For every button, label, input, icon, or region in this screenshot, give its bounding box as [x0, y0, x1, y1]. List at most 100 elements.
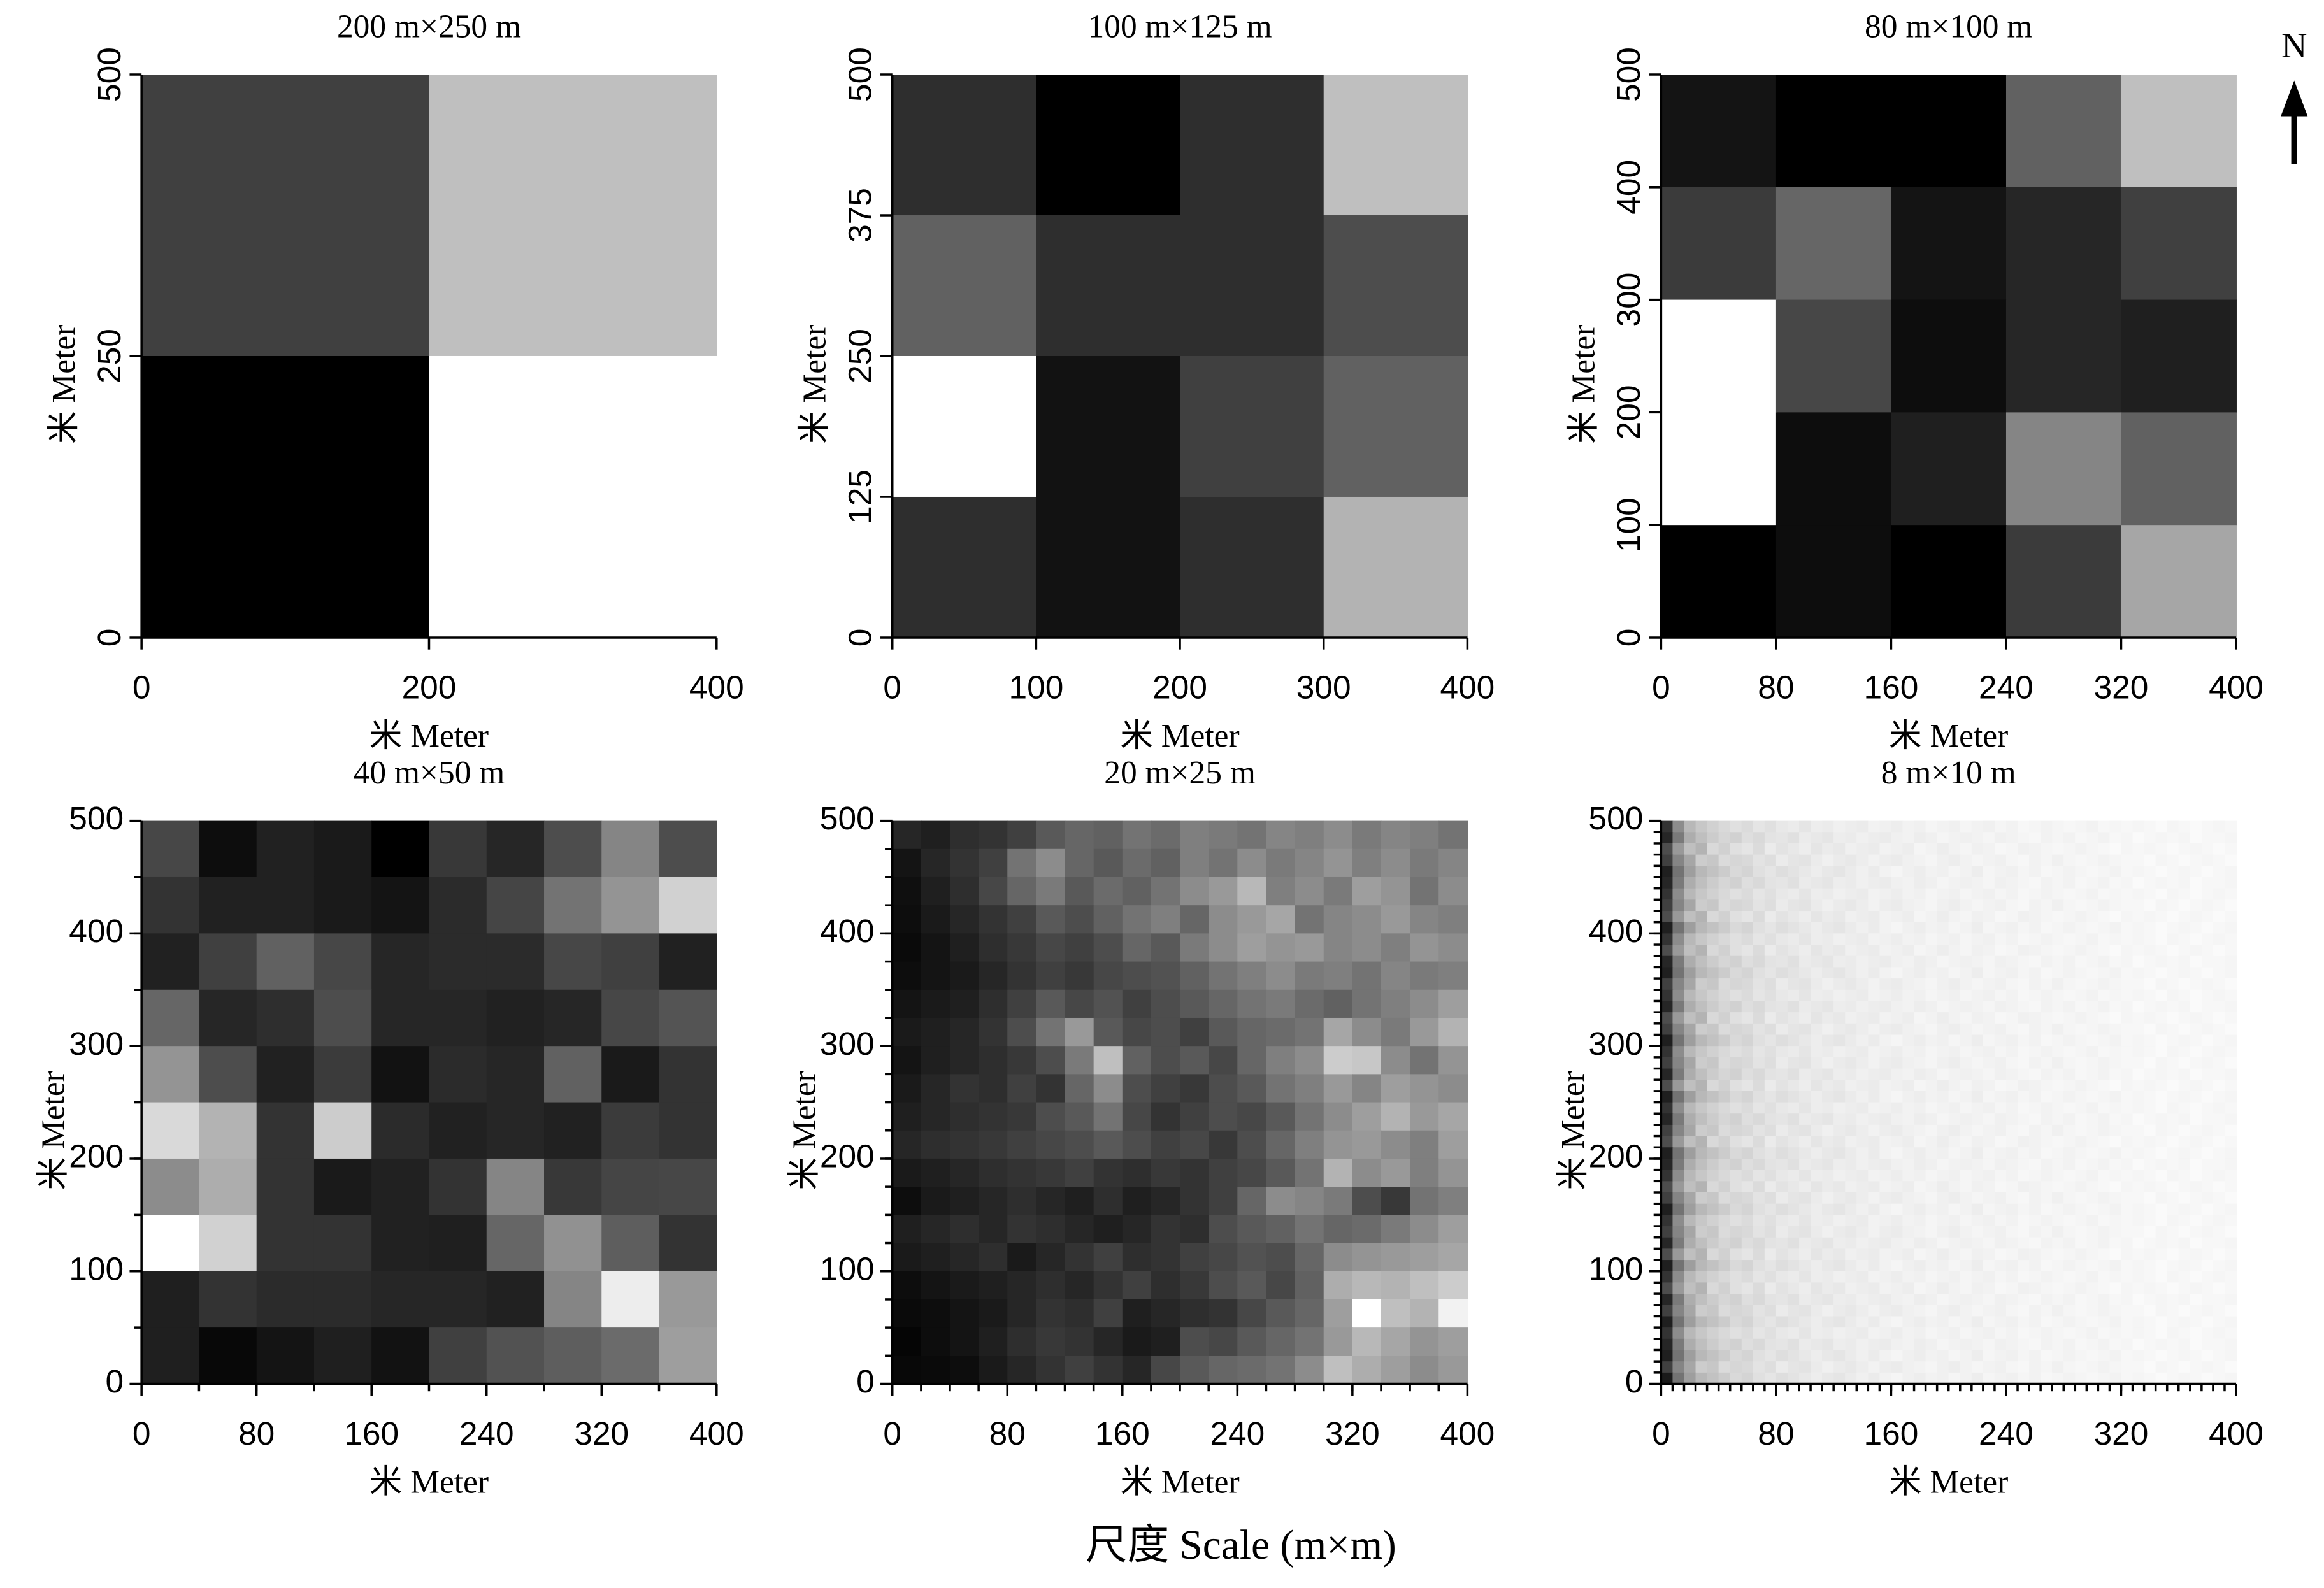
- cell: [2121, 955, 2134, 968]
- cell: [1695, 854, 1708, 867]
- cell: [1879, 1102, 1892, 1115]
- cell: [1787, 899, 1800, 912]
- cell: [1811, 1372, 1823, 1385]
- cell: [2052, 1350, 2065, 1363]
- cell: [979, 1271, 1008, 1300]
- cell: [1672, 1192, 1685, 1205]
- cell: [2109, 1136, 2122, 1148]
- cell: [892, 1327, 922, 1357]
- cell: [1661, 1361, 1674, 1373]
- cell: [1948, 1271, 1961, 1284]
- cell: [1093, 1158, 1123, 1188]
- cell: [256, 933, 315, 991]
- cell: [2178, 945, 2191, 957]
- cell: [2213, 967, 2225, 980]
- cell: [2005, 866, 2018, 878]
- cell: [2190, 1215, 2202, 1227]
- cell: [1879, 1091, 1892, 1103]
- cell: [199, 1327, 257, 1385]
- cell: [2086, 1034, 2099, 1047]
- cell: [429, 989, 487, 1047]
- cell: [1822, 1147, 1835, 1159]
- cell: [2190, 1338, 2202, 1351]
- cell: [1730, 1316, 1742, 1329]
- x-tick-label: 200: [1152, 668, 1207, 705]
- cell: [1891, 1046, 1904, 1058]
- cell: [1971, 854, 1984, 867]
- cell: [1295, 1017, 1324, 1047]
- cell: [1323, 961, 1353, 991]
- cell: [2086, 967, 2099, 980]
- cell: [2029, 866, 2042, 878]
- cell: [1672, 1091, 1685, 1103]
- cell: [979, 820, 1008, 850]
- cell: [1707, 1215, 1719, 1227]
- cell: [1753, 933, 1765, 945]
- cell: [2213, 876, 2225, 889]
- cell: [1151, 1130, 1180, 1159]
- cell: [1994, 945, 2007, 957]
- cell: [2155, 1338, 2168, 1351]
- cell: [2132, 899, 2145, 912]
- cell: [2063, 1001, 2076, 1013]
- cell: [2121, 866, 2134, 878]
- cell: [429, 355, 717, 638]
- cell: [1845, 1316, 1858, 1329]
- cell: [1960, 1316, 1972, 1329]
- cell: [1381, 876, 1411, 906]
- cell: [1764, 967, 1777, 980]
- cell: [1295, 989, 1324, 1019]
- cell: [2018, 1327, 2030, 1340]
- cell: [1787, 854, 1800, 867]
- cell: [2098, 1124, 2111, 1137]
- cell: [2224, 1158, 2237, 1171]
- cell: [2144, 1046, 2156, 1058]
- cell: [1718, 1068, 1731, 1081]
- cell: [1323, 1130, 1353, 1159]
- cell: [1902, 1046, 1915, 1058]
- cell: [1914, 1034, 1926, 1047]
- cell: [2029, 1091, 2042, 1103]
- cell: [1822, 1361, 1835, 1373]
- cell: [1753, 854, 1765, 867]
- cell: [1811, 933, 1823, 945]
- cell: [1323, 215, 1468, 357]
- cell: [1410, 1243, 1440, 1272]
- cell: [1925, 1192, 1938, 1205]
- cell: [1718, 1282, 1731, 1295]
- cell: [2063, 1237, 2076, 1250]
- cell: [1741, 1294, 1754, 1306]
- cell: [2224, 1091, 2237, 1103]
- cell: [1684, 1170, 1696, 1182]
- cell: [1151, 1158, 1180, 1188]
- cell: [2201, 1226, 2214, 1238]
- cell: [1868, 1181, 1881, 1193]
- cell: [1971, 1012, 1984, 1024]
- y-tick-label: 0: [90, 629, 127, 647]
- cell: [1811, 1181, 1823, 1193]
- cell: [2201, 933, 2214, 945]
- cell: [2167, 1327, 2179, 1340]
- cell: [1266, 1271, 1296, 1300]
- cell: [2144, 1192, 2156, 1205]
- cell: [2063, 1226, 2076, 1238]
- cell: [2132, 1001, 2145, 1013]
- cell: [1753, 1170, 1765, 1182]
- cell: [1937, 854, 1949, 867]
- cell: [1741, 843, 1754, 855]
- cell: [1753, 1034, 1765, 1047]
- cell: [486, 1327, 545, 1385]
- cell: [1914, 1327, 1926, 1340]
- cell: [2109, 1361, 2122, 1373]
- cell: [1672, 1158, 1685, 1171]
- cell: [2005, 832, 2018, 844]
- cell: [2155, 843, 2168, 855]
- cell: [1661, 888, 1674, 901]
- cell: [2041, 1215, 2053, 1227]
- cell: [1811, 1203, 1823, 1216]
- x-tick-label: 0: [883, 1415, 901, 1452]
- cell: [1237, 905, 1267, 934]
- cell: [1764, 1248, 1777, 1261]
- cell: [1661, 1192, 1674, 1205]
- cell: [1730, 832, 1742, 844]
